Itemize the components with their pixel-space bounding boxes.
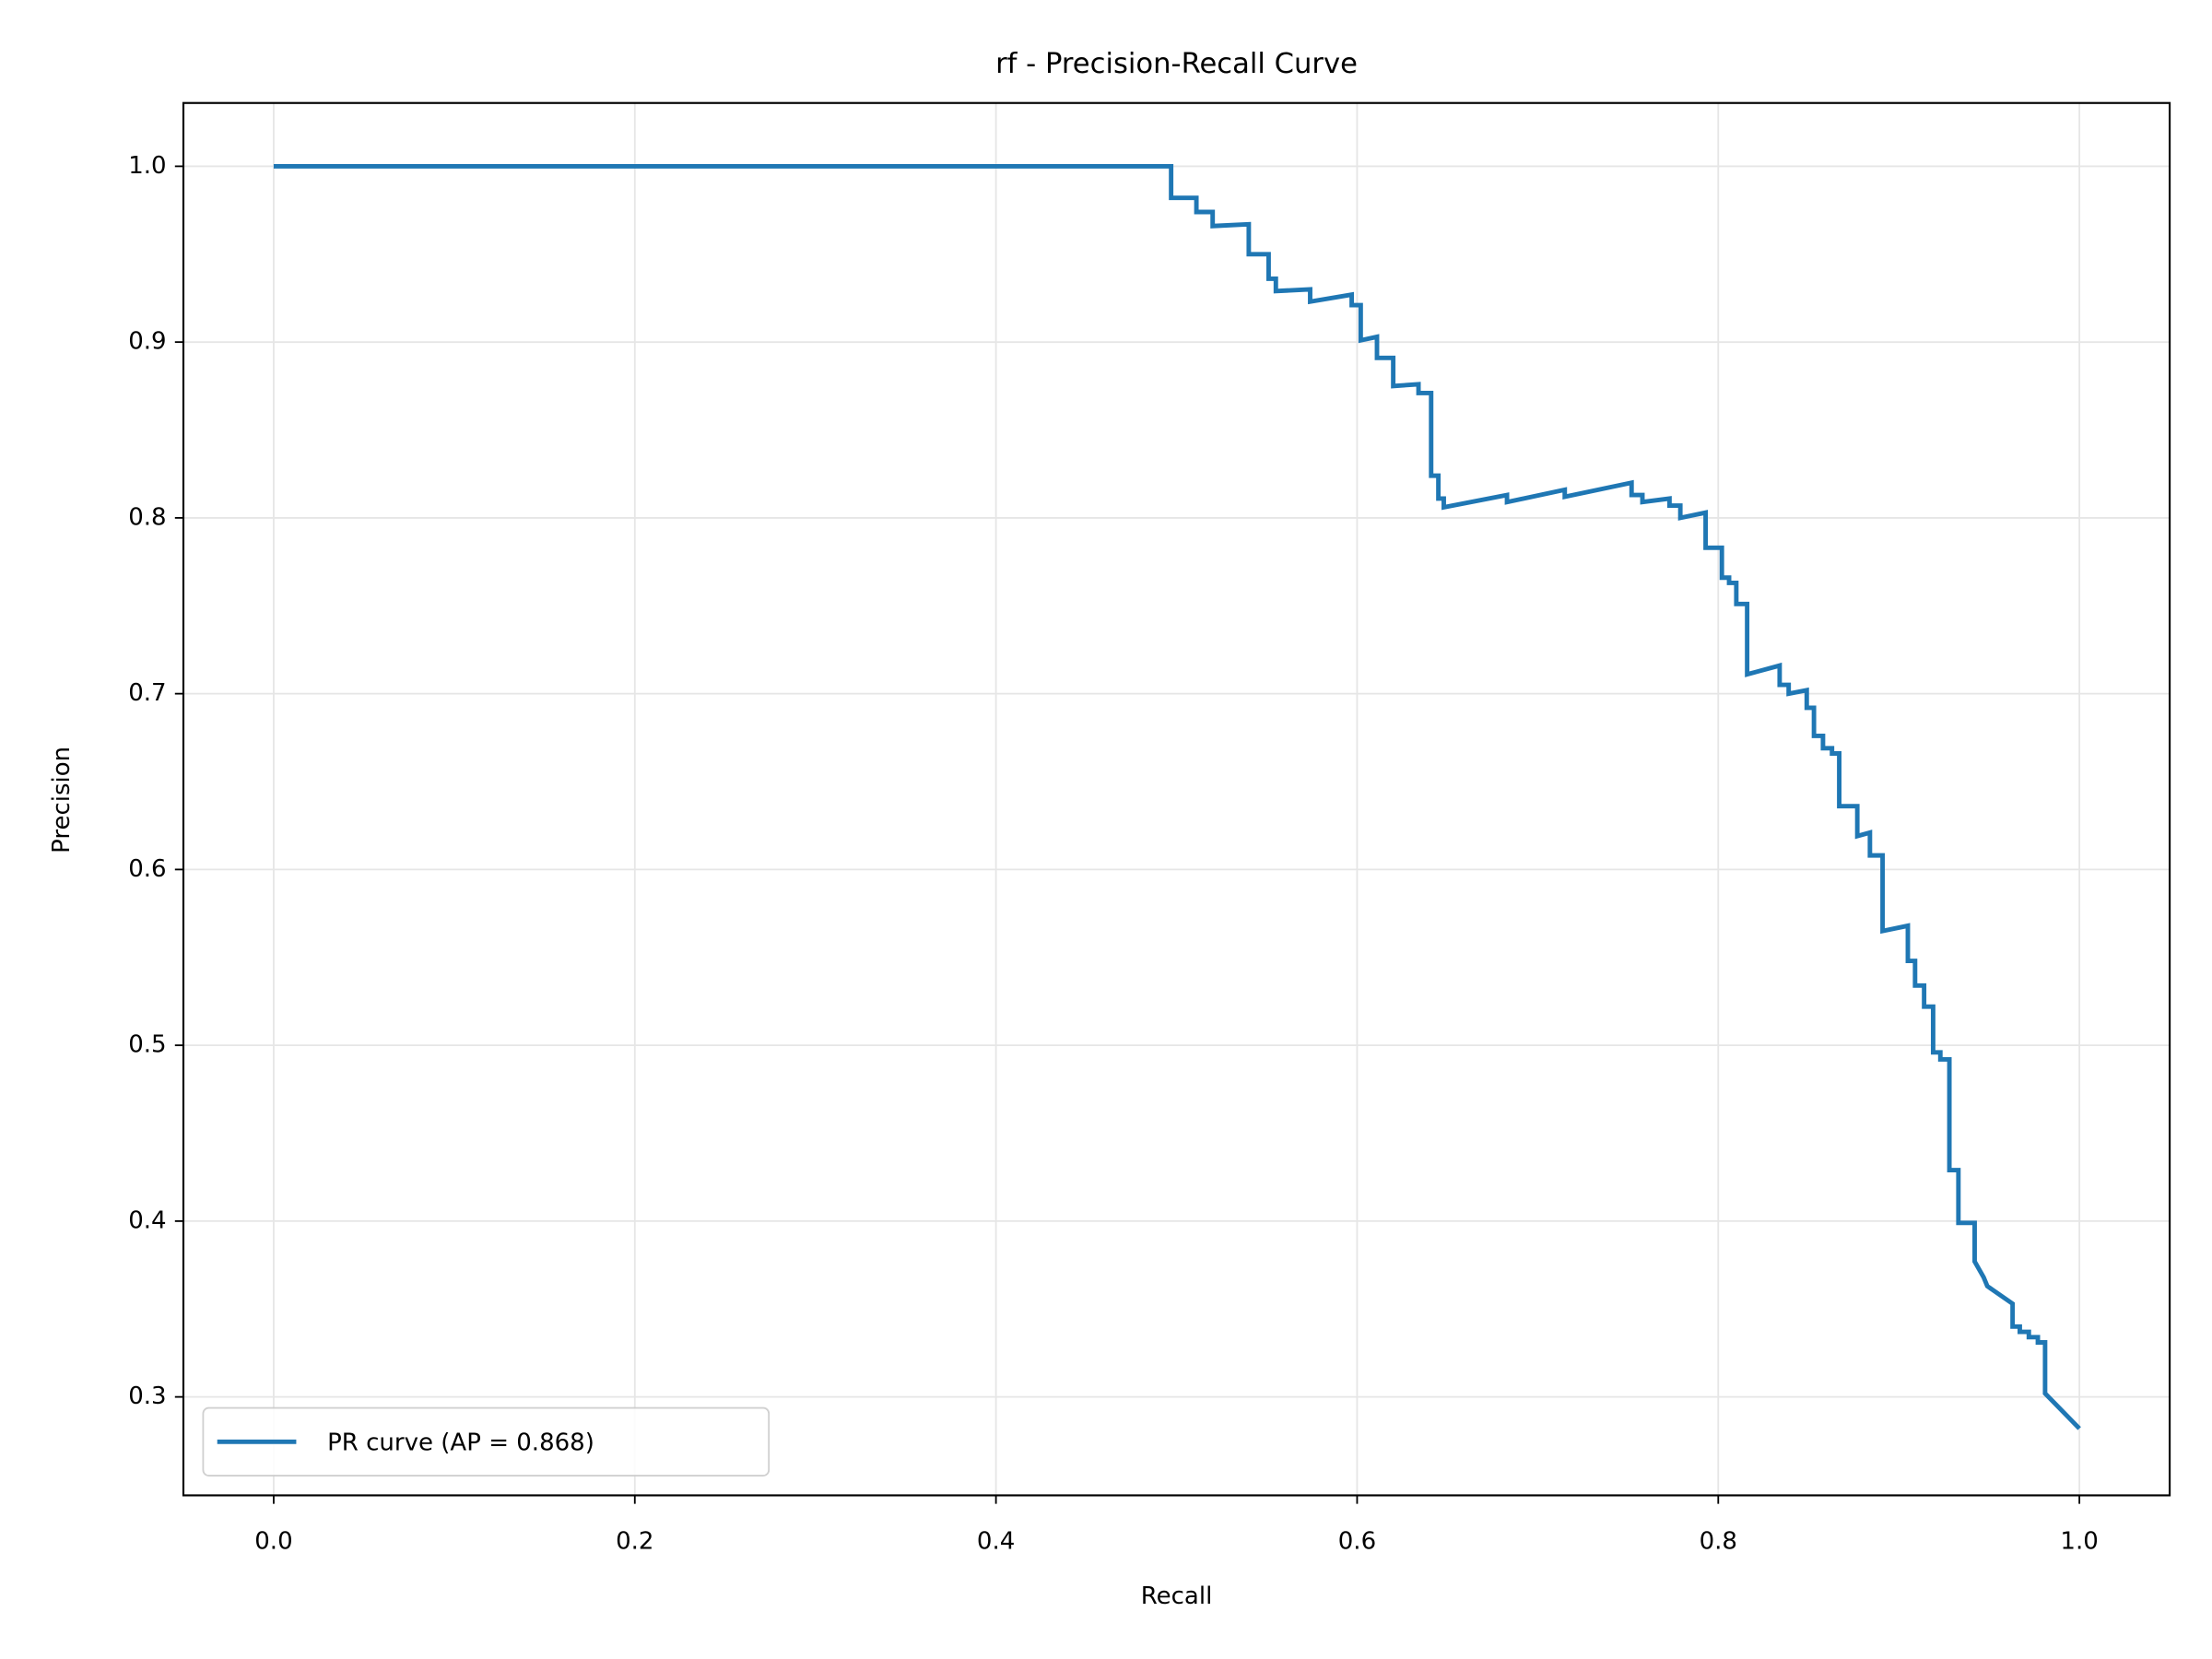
x-tick-label: 0.6	[1338, 1527, 1376, 1555]
legend-label: PR curve (AP = 0.868)	[327, 1429, 594, 1456]
x-axis-label: Recall	[1141, 1583, 1213, 1610]
line-series	[273, 163, 2081, 1430]
x-tick-label: 0.0	[254, 1527, 292, 1555]
y-tick-label: 0.4	[128, 1206, 166, 1234]
x-tick-label: 1.0	[2060, 1527, 2098, 1555]
x-tick-label: 0.8	[1700, 1527, 1737, 1555]
y-axis-label: Precision	[48, 747, 76, 853]
plot-frame	[182, 101, 2171, 1497]
x-tick-label: 0.2	[616, 1527, 653, 1555]
chart-title: rf - Precision-Recall Curve	[995, 48, 1358, 80]
y-tick-label: 0.9	[128, 328, 166, 356]
y-tick-label: 0.6	[128, 855, 166, 883]
x-tick-label: 0.4	[977, 1527, 1015, 1555]
y-tick-label: 0.5	[128, 1031, 166, 1059]
y-tick-label: 0.7	[128, 679, 166, 707]
y-tick-label: 0.3	[128, 1382, 166, 1410]
legend	[202, 1406, 771, 1477]
y-tick-label: 0.8	[128, 503, 166, 531]
y-tick-label: 1.0	[128, 152, 166, 180]
